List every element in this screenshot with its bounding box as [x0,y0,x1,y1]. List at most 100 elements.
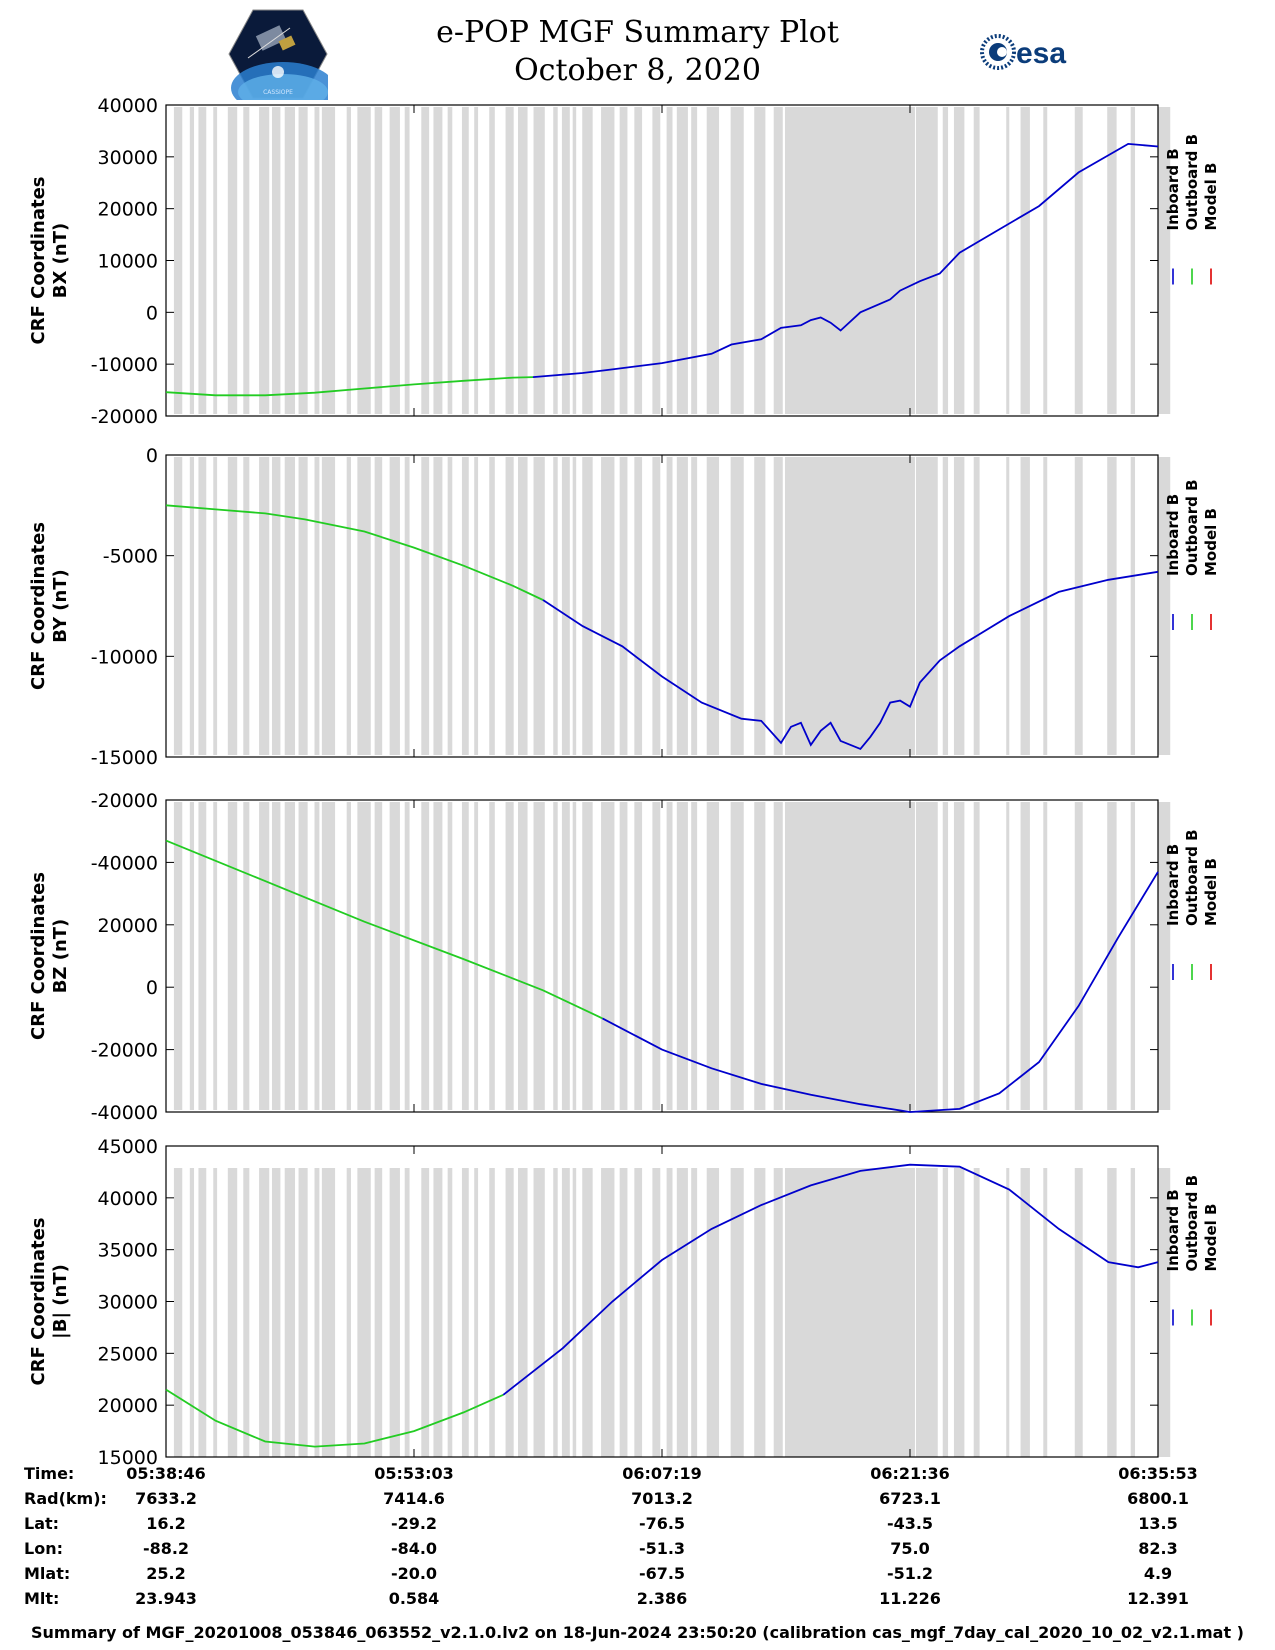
gap-band [553,457,558,755]
orbit-cell: 05:38:46 [126,1464,206,1483]
gap-band [1107,802,1117,1110]
orbit-row: Mlat: 25.2 -20.0 -67.5 -51.2 4.9 [0,1564,1275,1588]
gap-band [173,107,183,414]
panel-0: -20000 -10000 0 10000 20000 30000 40000 CRF Coo… [28,95,1220,428]
gap-band [314,107,320,414]
gap-band [421,107,430,414]
gap-band [1107,457,1117,755]
y-tick-label: 10000 [98,251,158,273]
orbit-cell: -88.2 [142,1539,190,1558]
gap-band [1130,802,1136,1110]
orbit-row-label: Mlat: [24,1564,71,1583]
orbit-cell: -84.0 [390,1539,438,1558]
y-axis-label-line-2: BY (nT) [50,569,71,643]
series-line-inboard-b [542,570,1159,750]
gap-band [189,457,195,755]
y-tick-label: 40000 [98,1188,158,1210]
orbit-cell: 06:35:53 [1118,1464,1198,1483]
gap-band [346,802,351,1110]
gap-band [676,107,688,414]
gap-band [1074,107,1083,414]
gap-band [284,457,296,755]
gap-band [1043,107,1048,414]
gap-band [973,457,980,755]
legend-label: Outboard B [1183,134,1201,231]
gap-band [619,802,628,1110]
gap-band [357,457,371,755]
gap-band [561,457,570,755]
title-line-2: October 8, 2020 [514,53,761,88]
y-axis-label-line-2: BZ (nT) [50,919,71,994]
gap-band [942,107,949,414]
gap-band [271,107,281,414]
gap-band [973,1168,980,1457]
gap-band [691,457,698,755]
gap-band [243,107,250,414]
legend-label: Model B [1202,163,1220,231]
y-tick-label: -15000 [91,747,158,769]
gap-band [619,1168,628,1457]
gap-band [243,1168,250,1457]
gap-band [773,802,783,1110]
gap-band [404,107,410,414]
y-tick-label: 25000 [98,1343,158,1365]
gap-band [518,107,528,414]
orbit-row-label: Lon: [24,1539,63,1558]
y-axis-label-line-1: CRF Coordinates [28,872,49,1040]
esa-logo-text: esa [1016,37,1066,70]
y-tick-label: -20000 [91,1040,158,1062]
gap-band [706,457,720,755]
gap-band [433,457,443,755]
y-tick-label: -20000 [91,406,158,428]
gap-band [666,802,673,1110]
orbit-cell: 75.0 [890,1539,930,1558]
gap-band [582,1168,593,1457]
gap-band [374,107,383,414]
gap-band [572,802,577,1110]
gap-band [784,107,792,414]
series-line-outboard-b [165,839,603,1020]
gap-band [259,457,270,755]
gap-band [321,802,336,1110]
gap-band [533,802,545,1110]
orbit-cell: 12.391 [1127,1589,1189,1608]
gap-band [489,107,495,414]
gap-band [243,802,250,1110]
orbit-cell: 25.2 [146,1564,186,1583]
gap-band [447,457,453,755]
panel-3: 15000 20000 25000 30000 35000 40000 45000 CRF C… [28,1136,1220,1469]
gap-band [271,457,281,755]
y-axis-label-line-1: CRF Coordinates [28,1218,49,1386]
gap-band [518,457,528,755]
gap-band [271,1168,281,1457]
gap-band [421,1168,430,1457]
orbit-cell: 06:07:19 [622,1464,702,1483]
gap-band [691,107,698,414]
gap-band [652,107,661,414]
orbit-cell: 7414.6 [383,1489,445,1508]
gap-band [953,802,965,1110]
gap-band [730,457,744,755]
gap-band [915,457,938,755]
gap-band [784,802,792,1110]
gap-band [601,457,615,755]
gap-band [346,107,351,414]
gap-band [754,802,766,1110]
title-line-1: e-POP MGF Summary Plot [436,15,839,50]
gap-band [346,457,351,755]
legend-label: Outboard B [1183,479,1201,576]
legend-label: Model B [1202,508,1220,576]
gap-band [298,107,308,414]
orbit-cell: 2.386 [636,1589,688,1608]
gap-band [790,1168,915,1457]
gap-band [447,1168,453,1457]
gap-band [652,802,661,1110]
gap-band [915,802,938,1110]
orbit-cell: 7013.2 [631,1489,693,1508]
gap-band [634,802,643,1110]
gap-band [489,457,495,755]
gap-band [730,1168,744,1457]
orbit-cell: 16.2 [146,1514,186,1533]
gap-band [561,802,570,1110]
gap-band [561,1168,570,1457]
